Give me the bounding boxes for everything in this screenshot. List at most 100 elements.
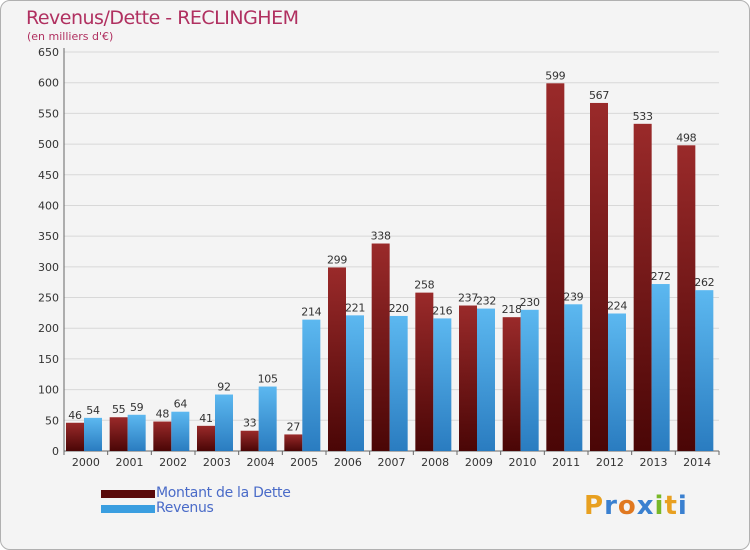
data-label-dette: 498 [676, 131, 696, 144]
data-label-dette: 27 [287, 420, 301, 433]
data-label-dette: 41 [199, 412, 212, 425]
logo-letter: r [604, 491, 618, 521]
y-tick-label: 550 [38, 107, 59, 120]
bar-revenus [477, 308, 495, 451]
bar-dette [459, 305, 477, 451]
data-label-revenus: 54 [86, 404, 100, 417]
y-tick-label: 150 [38, 353, 59, 366]
bar-dette [328, 267, 346, 451]
bar-revenus [302, 319, 321, 451]
data-label-revenus: 230 [520, 296, 540, 309]
data-label-revenus: 92 [217, 381, 230, 394]
bar-revenus [520, 309, 539, 451]
y-tick-label: 450 [38, 169, 59, 182]
x-tick-label: 2001 [116, 456, 144, 469]
bar-revenus [258, 386, 277, 451]
data-label-revenus: 216 [432, 304, 452, 317]
data-label-dette: 533 [633, 110, 653, 123]
bar-revenus [171, 411, 190, 451]
legend-label-dette: Montant de la Dette [156, 485, 291, 501]
bar-dette [633, 123, 652, 451]
bar-dette [677, 145, 696, 451]
data-label-revenus: 64 [174, 398, 188, 411]
data-label-revenus: 221 [345, 301, 365, 314]
x-tick-label: 2013 [640, 456, 668, 469]
data-label-dette: 46 [68, 409, 82, 422]
y-tick-label: 200 [38, 322, 59, 335]
x-tick-label: 2009 [465, 456, 493, 469]
data-label-dette: 299 [327, 253, 347, 266]
logo-letter: P [584, 491, 605, 521]
data-label-dette: 55 [112, 403, 126, 416]
bar-revenus [564, 304, 583, 451]
data-label-dette: 218 [502, 303, 522, 316]
logo-letter: i [654, 491, 665, 521]
bar-revenus [651, 284, 670, 451]
x-tick-label: 2000 [72, 456, 100, 469]
legend-swatch-revenus [101, 505, 155, 513]
y-tick-label: 100 [38, 384, 59, 397]
y-tick-label: 650 [38, 46, 59, 59]
logo-letter: x [636, 491, 655, 521]
data-label-dette: 258 [414, 279, 434, 292]
y-tick-label: 250 [38, 292, 59, 305]
bar-dette [109, 417, 128, 451]
data-label-revenus: 214 [301, 306, 321, 319]
data-label-dette: 48 [156, 408, 170, 421]
data-label-revenus: 224 [607, 299, 627, 312]
x-tick-label: 2006 [334, 456, 362, 469]
x-tick-label: 2011 [552, 456, 580, 469]
y-tick-label: 350 [38, 230, 59, 243]
data-label-dette: 599 [545, 69, 565, 82]
data-label-revenus: 105 [258, 373, 278, 386]
bar-dette [415, 292, 434, 451]
proxiti-logo: Proxiti [584, 491, 688, 521]
legend-swatch-dette [101, 490, 155, 498]
bar-revenus [695, 290, 714, 451]
data-label-revenus: 59 [130, 401, 144, 414]
data-label-revenus: 262 [694, 276, 714, 289]
data-label-dette: 338 [371, 230, 391, 243]
bar-dette [153, 421, 172, 451]
y-tick-label: 600 [38, 77, 59, 90]
bar-revenus [433, 318, 452, 451]
x-tick-label: 2010 [509, 456, 537, 469]
data-label-dette: 33 [243, 417, 257, 430]
logo-letter: t [664, 491, 678, 521]
y-tick-label: 300 [38, 261, 59, 274]
bar-dette [197, 425, 215, 451]
bar-dette [66, 422, 84, 451]
bar-revenus [346, 315, 364, 451]
bar-revenus [127, 414, 146, 451]
bar-revenus [215, 394, 233, 451]
data-label-dette: 567 [589, 89, 609, 102]
bar-dette [502, 317, 521, 451]
x-tick-label: 2005 [290, 456, 318, 469]
x-tick-label: 2003 [203, 456, 231, 469]
y-tick-label: 400 [38, 199, 59, 212]
data-label-revenus: 232 [476, 295, 496, 308]
x-tick-label: 2002 [159, 456, 187, 469]
chart-subtitle: (en milliers d'€) [27, 30, 114, 43]
data-label-revenus: 272 [651, 270, 671, 283]
logo-letter: i [677, 491, 688, 521]
bar-dette [546, 83, 565, 451]
x-tick-label: 2007 [378, 456, 406, 469]
bar-revenus [84, 417, 102, 451]
bar-revenus [608, 313, 626, 451]
y-tick-label: 50 [45, 414, 59, 427]
data-label-dette: 237 [458, 292, 478, 305]
chart-title: Revenus/Dette - RECLINGHEM [26, 7, 299, 29]
x-tick-label: 2004 [247, 456, 275, 469]
bar-revenus [389, 315, 408, 451]
y-tick-label: 0 [52, 445, 59, 458]
y-tick-label: 500 [38, 138, 59, 151]
data-label-revenus: 239 [563, 290, 583, 303]
x-tick-label: 2012 [596, 456, 624, 469]
x-tick-label: 2008 [421, 456, 449, 469]
bar-dette [590, 102, 608, 452]
logo-letter: o [617, 491, 637, 521]
data-label-revenus: 220 [389, 302, 409, 315]
